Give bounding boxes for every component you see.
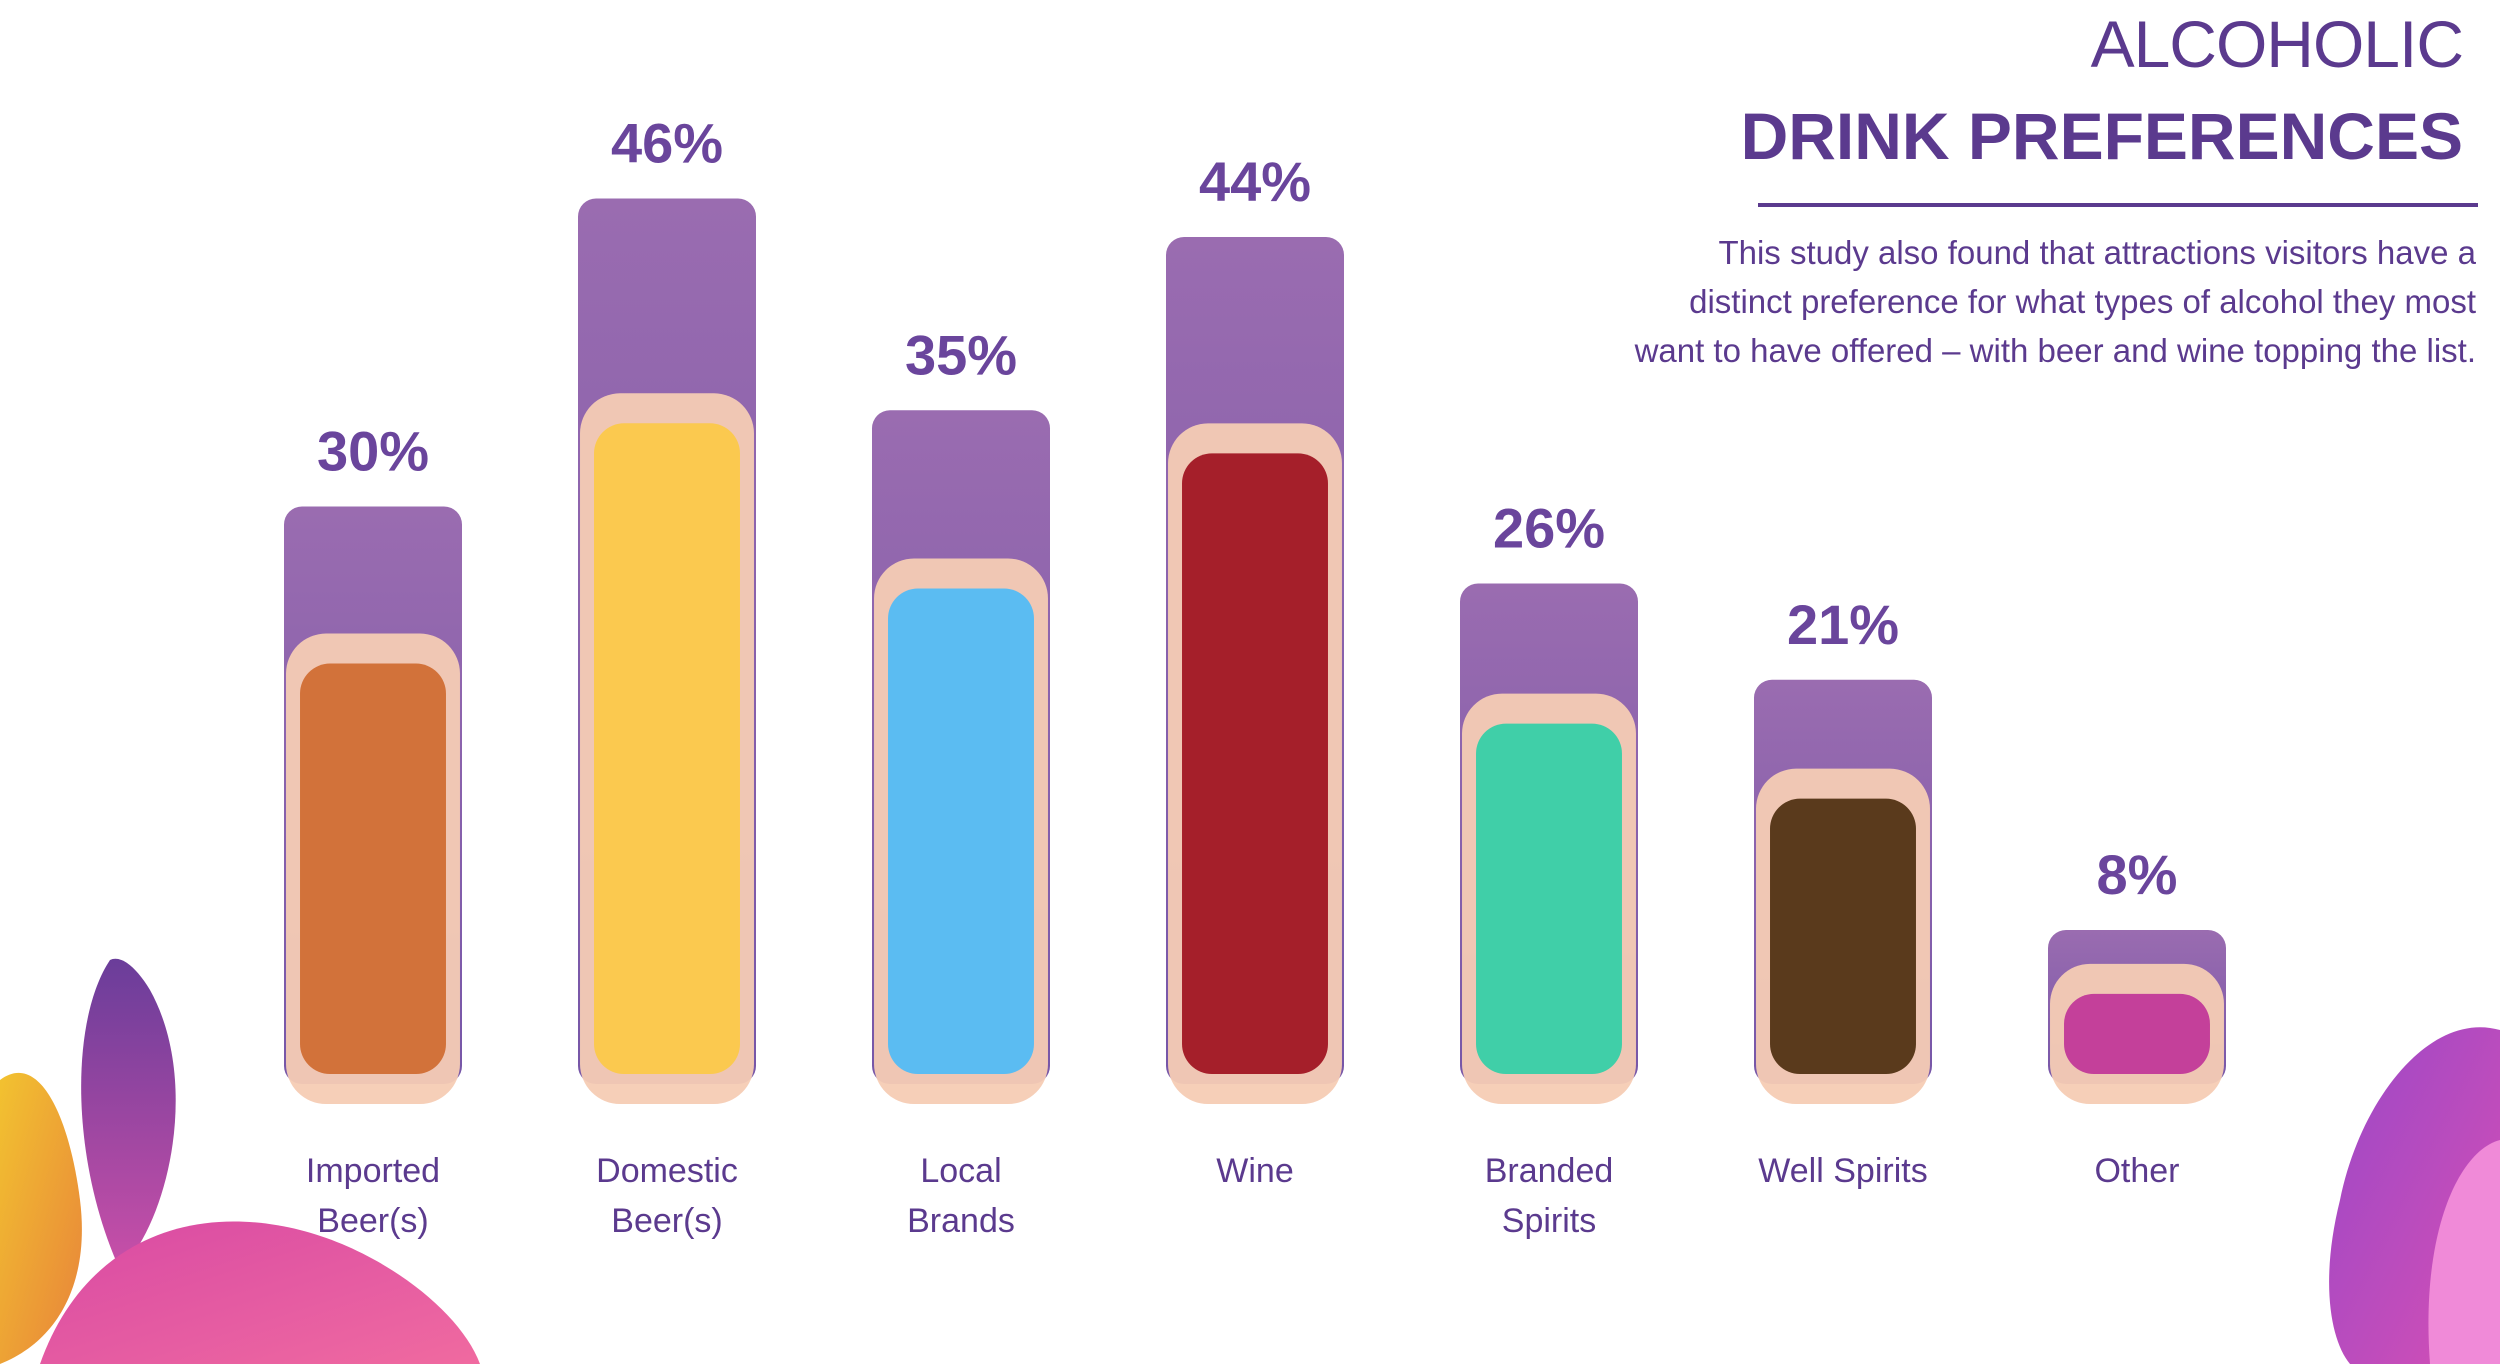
glass-liquid — [888, 588, 1034, 1074]
chart-subtitle: DRINK PREFERENCES — [1740, 99, 2463, 173]
value-label: 46% — [611, 112, 723, 175]
glass-liquid — [2064, 993, 2210, 1074]
glass — [286, 633, 460, 1104]
x-tick-label: Local Brands — [907, 1152, 1015, 1240]
glass — [874, 558, 1048, 1104]
leaf — [0, 1072, 82, 1364]
title-rule — [1758, 203, 2478, 207]
x-tick-label: Well Spirits — [1758, 1152, 1928, 1190]
value-label: 35% — [905, 323, 1017, 386]
description: This study also found that attractions v… — [1634, 234, 2476, 369]
glass — [1168, 423, 1342, 1105]
value-label: 30% — [317, 420, 429, 483]
x-tick-label: Other — [2094, 1152, 2180, 1190]
glass-liquid — [1770, 798, 1916, 1074]
value-label: 8% — [2097, 843, 2178, 906]
x-tick-label: Imported Beer(s) — [305, 1152, 441, 1240]
x-tick-label: Branded Spirits — [1484, 1152, 1614, 1240]
decor-right — [2329, 1027, 2500, 1364]
glass — [580, 393, 754, 1104]
value-label: 26% — [1493, 497, 1605, 560]
glass-liquid — [300, 663, 446, 1074]
value-label: 21% — [1787, 593, 1899, 656]
glass — [2050, 963, 2224, 1104]
value-label: 44% — [1199, 150, 1311, 213]
glass — [1756, 768, 1930, 1104]
glass — [1462, 693, 1636, 1104]
leaf — [2428, 1140, 2500, 1364]
glass-liquid — [1182, 453, 1328, 1075]
x-tick-label: Wine — [1216, 1152, 1294, 1190]
decor-left — [0, 958, 480, 1364]
glass-liquid — [594, 423, 740, 1074]
glass-liquid — [1476, 723, 1622, 1074]
chart-title: ALCOHOLIC — [2090, 7, 2464, 81]
leaf — [40, 1221, 480, 1364]
x-tick-label: Domestic Beer(s) — [596, 1152, 738, 1240]
leaf — [81, 958, 176, 1270]
